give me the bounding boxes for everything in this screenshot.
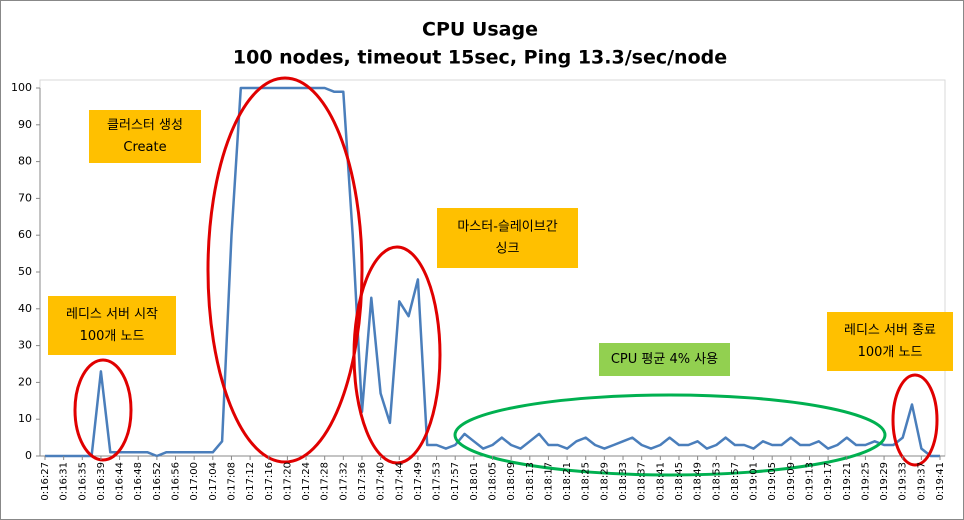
annotation-box: [599, 343, 730, 376]
annotation-box: [437, 208, 578, 268]
x-tick-label: 0:16:44: [115, 462, 126, 501]
x-tick-label: 0:19:21: [842, 462, 853, 501]
x-tick-label: 0:17:24: [301, 462, 312, 501]
x-tick-label: 0:17:40: [376, 462, 387, 501]
annotation-text: 마스터-슬레이브간: [457, 220, 557, 235]
x-tick-label: 0:19:17: [823, 462, 834, 501]
highlight-ellipse: [352, 245, 442, 465]
x-tick-label: 0:18:09: [506, 462, 517, 501]
y-tick-label: 70: [18, 191, 32, 204]
highlight-ellipse: [206, 76, 364, 464]
x-tick-label: 0:18:53: [711, 462, 722, 501]
x-tick-label: 0:19:25: [860, 462, 871, 501]
y-tick-label: 30: [18, 339, 32, 352]
x-tick-label: 0:18:29: [599, 462, 610, 501]
y-tick-label: 40: [18, 302, 32, 315]
annotation-text: 100개 노드: [80, 329, 145, 344]
chart-title: CPU Usage: [422, 19, 538, 41]
y-tick-label: 10: [18, 412, 32, 425]
x-tick-label: 0:16:56: [171, 462, 182, 501]
x-tick-label: 0:18:37: [637, 462, 648, 501]
x-tick-label: 0:19:41: [935, 462, 946, 501]
y-tick-label: 20: [18, 375, 32, 388]
x-tick-label: 0:17:28: [320, 462, 331, 501]
x-tick-label: 0:19:29: [879, 462, 890, 501]
y-tick-label: 0: [25, 449, 32, 462]
annotation-box: [827, 312, 953, 371]
x-tick-label: 0:18:49: [693, 462, 704, 501]
x-tick-label: 0:19:33: [898, 462, 909, 501]
chart-subtitle: 100 nodes, timeout 15sec, Ping 13.3/sec/…: [233, 47, 727, 69]
x-tick-label: 0:17:04: [208, 462, 219, 501]
annotation-text: 레디스 서버 시작: [66, 307, 158, 322]
x-tick-label: 0:18:01: [469, 462, 480, 501]
x-tick-label: 0:17:32: [338, 462, 349, 501]
x-tick-label: 0:16:52: [152, 462, 163, 501]
x-tick-label: 0:16:31: [59, 462, 70, 501]
x-tick-label: 0:17:08: [226, 462, 237, 501]
annotation-text: 100개 노드: [858, 345, 923, 360]
y-tick-label: 100: [11, 81, 32, 94]
x-tick-label: 0:18:05: [488, 462, 499, 501]
annotation-text: 레디스 서버 종료: [844, 323, 936, 338]
x-tick-label: 0:16:48: [133, 462, 144, 501]
x-tick-label: 0:18:21: [562, 462, 573, 501]
y-tick-label: 80: [18, 155, 32, 168]
highlight-ellipse: [891, 373, 939, 467]
x-tick-label: 0:16:35: [77, 462, 88, 501]
x-tick-label: 0:19:13: [804, 462, 815, 501]
x-tick-label: 0:17:16: [264, 462, 275, 501]
x-tick-label: 0:16:39: [96, 462, 107, 501]
x-tick-label: 0:18:25: [581, 462, 592, 501]
x-tick-label: 0:17:00: [189, 462, 200, 501]
y-tick-label: 90: [18, 118, 32, 131]
x-tick-label: 0:17:53: [432, 462, 443, 501]
cpu-line: [45, 86, 940, 458]
x-tick-label: 0:18:33: [618, 462, 629, 501]
x-tick-label: 0:19:01: [749, 462, 760, 501]
x-tick-label: 0:18:17: [543, 462, 554, 501]
x-tick-label: 0:19:05: [767, 462, 778, 501]
x-tick-label: 0:17:36: [357, 462, 368, 501]
x-tick-label: 0:17:57: [450, 462, 461, 501]
annotation-text: CPU 평균 4% 사용: [611, 352, 718, 367]
annotation-box: [89, 110, 201, 163]
highlight-ellipses: [73, 76, 939, 477]
x-tick-label: 0:17:12: [245, 462, 256, 501]
highlight-ellipse: [73, 358, 133, 462]
x-tick-label: 0:17:44: [394, 462, 405, 501]
x-tick-label: 0:18:45: [674, 462, 685, 501]
x-tick-label: 0:17:20: [282, 462, 293, 501]
annotation-text: 클러스터 생성: [107, 118, 183, 133]
annotation-text: Create: [123, 140, 166, 155]
highlight-ellipse: [453, 393, 887, 477]
x-tick-label: 0:19:09: [786, 462, 797, 501]
y-tick-label: 60: [18, 228, 32, 241]
y-tick-label: 50: [18, 265, 32, 278]
x-tick-label: 0:19:37: [916, 462, 927, 501]
annotation-text: 싱크: [496, 242, 520, 257]
x-tick-label: 0:18:13: [525, 462, 536, 501]
x-tick-label: 0:18:41: [655, 462, 666, 501]
x-tick-label: 0:16:27: [40, 462, 51, 501]
annotation-box: [48, 296, 176, 355]
x-tick-label: 0:17:49: [413, 462, 424, 501]
x-tick-label: 0:18:57: [730, 462, 741, 501]
